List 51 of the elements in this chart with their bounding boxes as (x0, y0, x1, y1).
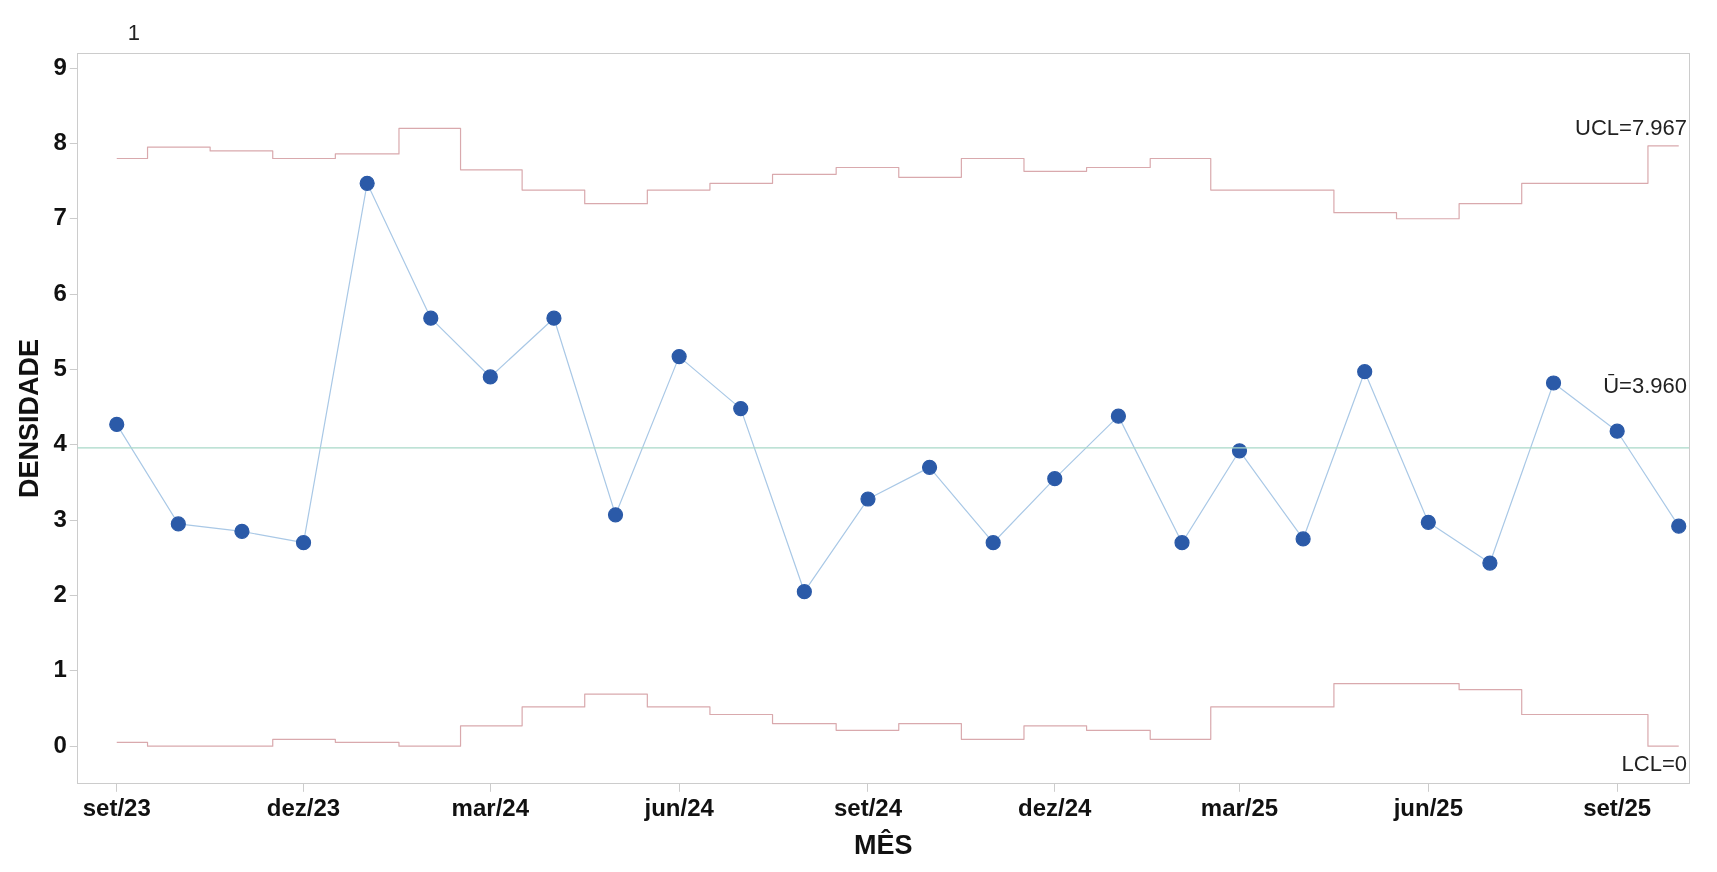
y-tick-label: 0 (53, 730, 67, 758)
y-tick-label: 4 (53, 429, 68, 457)
point (1482, 555, 1498, 571)
point (921, 459, 938, 475)
x-tick-label: dez/24 (1018, 793, 1093, 821)
point (234, 523, 250, 540)
point (1671, 518, 1687, 534)
y-tick-label: 8 (53, 128, 67, 156)
y-axis-title: DENSIDADE (13, 338, 44, 498)
point (985, 535, 1001, 551)
x-axis-title: MÊS (854, 829, 913, 861)
y-tick-label: 5 (53, 354, 67, 382)
point (860, 491, 876, 507)
series-label: LCL=0 (1621, 751, 1687, 777)
point (1174, 535, 1190, 551)
point (170, 516, 186, 532)
point (359, 175, 375, 191)
point (1609, 423, 1625, 439)
y-tick-label: 7 (53, 203, 67, 231)
x-tick-label: mar/24 (451, 793, 530, 821)
x-tick-label: jun/24 (643, 793, 715, 821)
y-tick-label: 3 (53, 504, 67, 532)
point (671, 349, 687, 365)
point (1420, 514, 1436, 530)
point (295, 535, 312, 551)
x-tick-label: set/25 (1583, 793, 1652, 821)
point (1110, 408, 1126, 424)
point (1231, 443, 1248, 459)
point (482, 369, 498, 385)
point (796, 584, 812, 600)
ref-line-label: Ū=3.960 (1603, 372, 1687, 398)
series-label: UCL=7.967 (1575, 114, 1687, 140)
x-tick-label: set/24 (833, 793, 903, 821)
y-tick-label: 6 (53, 278, 67, 306)
point (733, 401, 749, 417)
text: 1 (127, 20, 140, 46)
x-tick-label: set/23 (82, 793, 151, 821)
x-tick-label: dez/23 (266, 793, 341, 821)
point (1357, 364, 1373, 380)
x-tick-label: mar/25 (1200, 793, 1279, 821)
point (423, 310, 439, 326)
point (1047, 471, 1063, 487)
y-tick-label: 2 (53, 580, 67, 608)
point (1295, 531, 1311, 547)
x-tick-label: jun/25 (1392, 793, 1464, 821)
y-tick-label: 9 (53, 52, 67, 80)
point (546, 310, 562, 326)
point (109, 416, 125, 433)
point (607, 507, 624, 523)
point (1545, 375, 1562, 391)
y-tick-label: 1 (53, 655, 67, 683)
